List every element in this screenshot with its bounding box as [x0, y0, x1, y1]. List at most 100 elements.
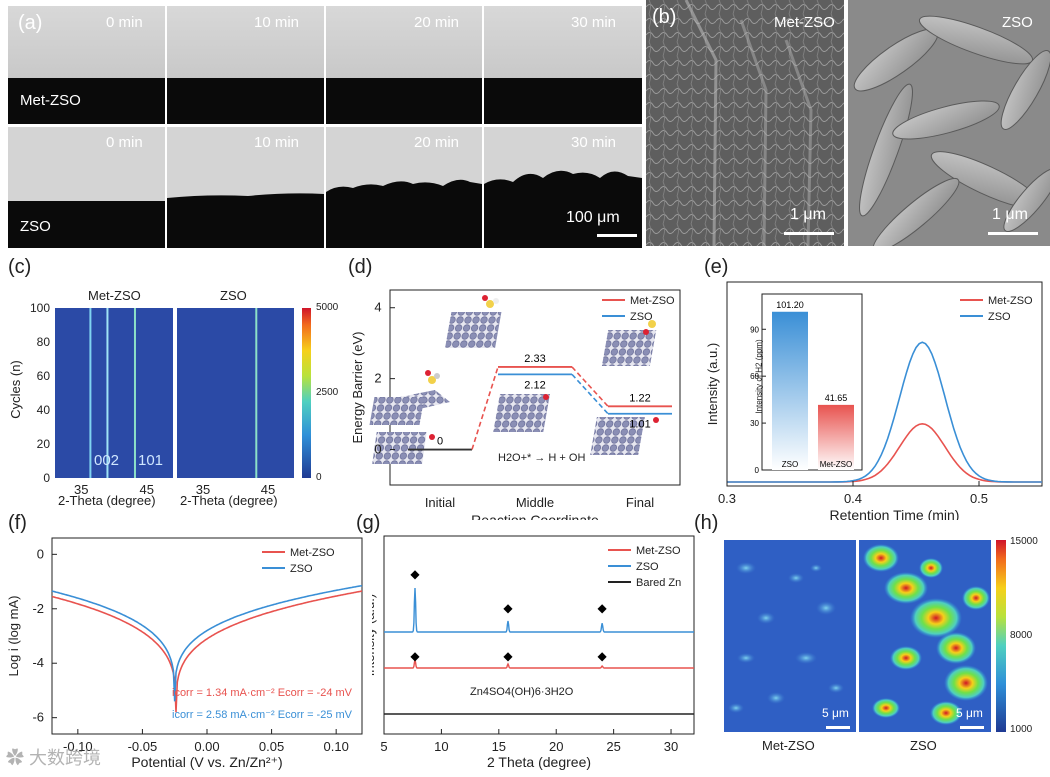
- scale-bar-label: 1 μm: [790, 206, 826, 223]
- x-tick-label: 45: [140, 482, 154, 497]
- inset-y-tick-label: 30: [750, 419, 759, 428]
- time-label-10b: 10 min: [254, 134, 300, 151]
- plot-frame: [383, 535, 695, 735]
- panel-b-sem-images: [646, 0, 1050, 253]
- panel-label: (g): [356, 512, 381, 534]
- legend-label: Bared Zn: [636, 577, 681, 589]
- legend-label: ZSO: [290, 563, 313, 575]
- panel-e-gc-chart: 0 30 60 90 101.20 ZSO 41.65 Met-ZSO 0.3 0.4 0.5 Re…: [705, 281, 1043, 523]
- plot-title-met-zso: Met-ZSO: [88, 288, 141, 303]
- panel-h: (h) 5 μm 5 μm Met-ZSO ZSO 15000 8000 100…: [694, 508, 1050, 772]
- time-label-30: 30 min: [571, 14, 617, 31]
- annotation-zso: icorr = 2.58 mA·cm⁻² Ecorr = -25 mV: [172, 709, 353, 721]
- inset-bar-value: 101.20: [776, 300, 804, 310]
- x-tick-label: 0.4: [844, 491, 862, 506]
- peak-marker: ◆: [503, 601, 513, 615]
- x-axis-label: 2-Theta (degree): [58, 493, 156, 508]
- y-tick-label: 60: [37, 369, 51, 383]
- scale-bar: [784, 232, 834, 235]
- colorbar-tick: 1000: [1010, 724, 1033, 735]
- energy-value-label: 2.12: [524, 379, 545, 391]
- panel-a: (a) 0 min 10 min 20 min 30 min Met-ZSO 0…: [8, 6, 642, 248]
- gc-curve-zso: [727, 341, 1042, 483]
- legend-label: ZSO: [630, 311, 653, 323]
- y-tick-label: 40: [37, 403, 51, 417]
- scale-bar: [960, 726, 984, 729]
- x-tick-label: 0.3: [718, 491, 736, 506]
- y-tick-label: 20: [37, 437, 51, 451]
- time-label-0b: 0 min: [106, 134, 143, 151]
- y-tick-label: 0: [43, 471, 50, 485]
- y-tick-label: 0: [374, 442, 381, 457]
- panel-label: (a): [18, 12, 43, 34]
- y-tick-label: -4: [32, 655, 44, 670]
- panel-c: 35 45 35 45 0 20 40 60 80 100 (c) Met-ZSO ZSO Cyc…: [0, 252, 339, 510]
- x-tick-label: 0.5: [970, 491, 988, 506]
- annotation-met-zso: icorr = 1.34 mA·cm⁻² Ecorr = -24 mV: [172, 687, 353, 699]
- x-tick-label: 20: [549, 739, 563, 754]
- time-label-20b: 20 min: [414, 134, 460, 151]
- x-tick-label: 0.00: [194, 739, 219, 754]
- inset-category-label: ZSO: [782, 460, 798, 469]
- sem-label-zso: ZSO: [1002, 14, 1033, 31]
- x-tick-label: 5: [380, 739, 387, 754]
- inset-y-axis-label: Intensity of H2 (ppm): [754, 339, 764, 414]
- inset-bar-zso: [772, 311, 808, 470]
- xrd-pattern-met-zso: [384, 659, 694, 669]
- scale-bar-label: 1 μm: [992, 206, 1028, 223]
- peak-marker: ◆: [410, 649, 420, 663]
- plot-frame: [51, 537, 363, 735]
- colorbar-tick: 2500: [316, 387, 339, 398]
- colorbar-tick: 0: [316, 472, 322, 483]
- x-axis-label: Potential (V vs. Zn/Zn²⁺): [131, 754, 282, 770]
- map-label-zso: ZSO: [910, 738, 937, 753]
- xrd-pattern-zso: [384, 587, 694, 633]
- time-label-30b: 30 min: [571, 134, 617, 151]
- watermark: ✿ 大数跨境: [6, 744, 101, 770]
- transition-line-met-zso: [471, 366, 499, 450]
- panel-label: (f): [8, 512, 27, 534]
- inset-bar-met-zso: [818, 404, 854, 470]
- x-tick-label: 25: [606, 739, 620, 754]
- peak-label-101: 101: [138, 452, 164, 469]
- inset-bar-value: 41.65: [825, 393, 848, 403]
- x-tick-label: 0.10: [324, 739, 349, 754]
- x-tick-label: 45: [261, 482, 275, 497]
- slab-middle-1: [445, 295, 502, 348]
- x-category-label: Middle: [516, 495, 554, 510]
- legend-label: Met-ZSO: [636, 545, 681, 557]
- y-tick-label: 4: [374, 300, 381, 315]
- y-axis-label: Energy Barrier (eV): [350, 332, 365, 444]
- y-axis-label: Intensity (a.u.): [705, 343, 720, 425]
- y-tick-label: 2: [374, 371, 381, 386]
- panel-f: -0.10 -0.05 0.00 0.05 0.10 0 -2 -4 -6 Potential (…: [0, 508, 370, 772]
- colorbar: [996, 540, 1006, 732]
- x-tick-label: -0.10: [63, 739, 93, 754]
- peak-marker: ◆: [503, 649, 513, 663]
- y-tick-label: -2: [32, 601, 44, 616]
- x-axis-label: Retention Time (min): [830, 507, 960, 520]
- panel-e: 0 30 60 90 101.20 ZSO 41.65 Met-ZSO 0.3 0.4 0.5 Re…: [700, 252, 1050, 523]
- time-label-0: 0 min: [106, 14, 143, 31]
- panel-d: 0 2.33 2.12 1.22 1.01 0 2 4 Initial Middle Final R…: [340, 252, 695, 528]
- panel-b: (b) Met-ZSO ZSO 1 μm 1 μm: [646, 0, 1050, 253]
- inset-y-tick-label: 60: [750, 372, 759, 381]
- row-label-met-zso: Met-ZSO: [20, 92, 81, 109]
- plot-frame: [389, 289, 681, 486]
- panel-label: (e): [704, 256, 729, 278]
- energy-value-label: 2.33: [524, 353, 545, 365]
- heatmap-zso: [177, 308, 294, 478]
- watermark-icon: ✿: [6, 748, 30, 768]
- scale-bar: [826, 726, 850, 729]
- sem-label-met-zso: Met-ZSO: [774, 14, 835, 31]
- y-axis-label: Intensity (a.u.): [372, 594, 377, 676]
- colorbar-tick: 15000: [1010, 536, 1038, 547]
- panel-label: (c): [8, 256, 32, 278]
- panel-h-maps: [724, 540, 1006, 732]
- peak-marker: ◆: [598, 649, 608, 663]
- slab-middle-2: [493, 394, 550, 432]
- y-tick-label: -6: [32, 710, 44, 725]
- colorbar-tick: 8000: [1010, 630, 1033, 641]
- x-tick-label: 35: [196, 482, 210, 497]
- colorbar-tick: 5000: [316, 302, 339, 313]
